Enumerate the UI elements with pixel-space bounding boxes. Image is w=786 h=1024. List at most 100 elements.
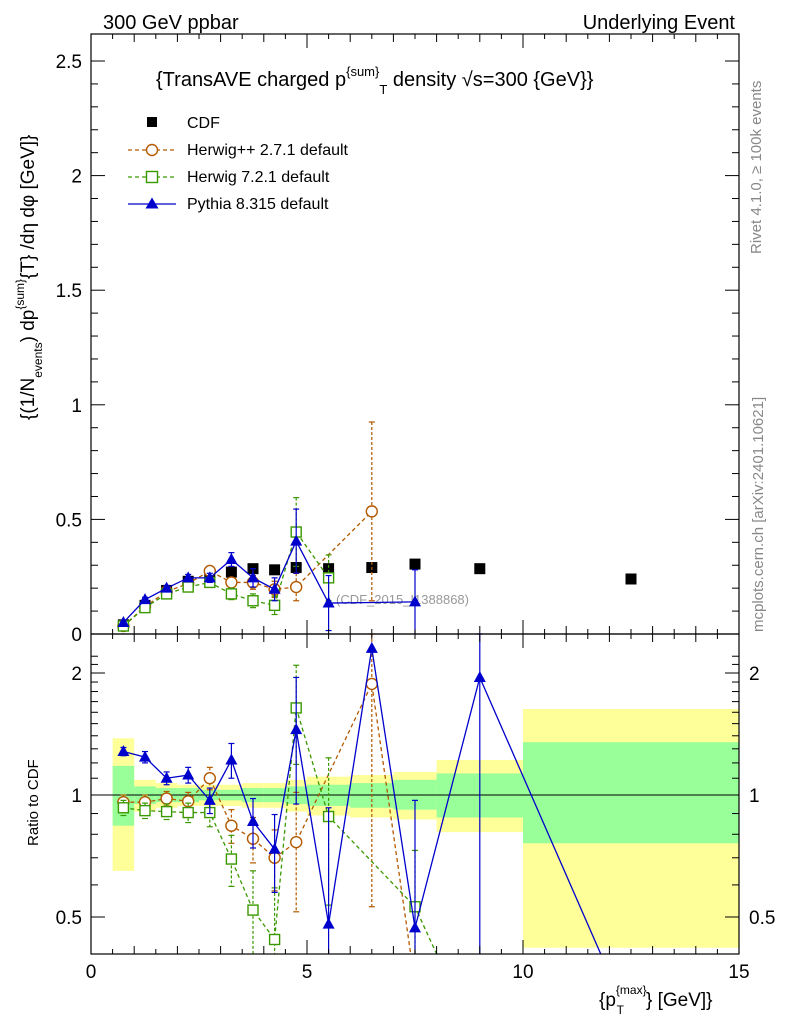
main-ytick-label: 2 — [71, 167, 82, 188]
ratio-herwig-7-2-1-default-line — [123, 707, 438, 955]
main-cdf-point — [225, 566, 237, 578]
main-cdf-point — [474, 563, 486, 575]
main-pythia-8-315-default-point — [225, 553, 238, 565]
main-marks — [117, 421, 637, 634]
legend-cdf-marker — [147, 117, 157, 127]
ratio-herwig-7-2-1-default-point — [139, 804, 151, 817]
ratio-herwig-2-7-1-default-point — [181, 795, 195, 808]
main-title-sup: {sum} — [346, 64, 380, 79]
ratio-pythia-8-315-default-point — [268, 842, 281, 854]
legend-herwig7-label: Herwig 7.2.1 default — [187, 169, 330, 186]
ratio-herwig-7-2-1-default-point — [117, 802, 130, 814]
ratio-pythia-8-315-default-point — [365, 641, 378, 653]
ratio-ytick-label-right: 1 — [749, 786, 760, 807]
ratio-ytick-label: 0.5 — [56, 908, 82, 929]
ratio-herwig-2-7-1-default-point — [225, 819, 238, 832]
main-watermark: (CDF_2015_I1388868) — [336, 592, 469, 607]
main-ytick-label: 2.5 — [56, 52, 82, 73]
ratio-ylabel: Ratio to CDF — [25, 759, 42, 846]
mcplots-label: mcplots.cern.ch [arXiv:2401.10621] — [750, 397, 767, 632]
ratio-band-green — [523, 742, 739, 844]
ratio-pythia-8-315-default-point — [322, 917, 335, 929]
main-ylabel-e: {T} /dη dφ [GeV]} — [18, 135, 39, 279]
main-ylabel-d: {sum} — [13, 279, 27, 310]
header-left: 300 GeV ppbar — [103, 12, 239, 34]
main-cdf-point — [409, 558, 421, 570]
legend-herwigpp-marker — [145, 143, 159, 157]
ratio-xtick-label: 5 — [302, 962, 313, 983]
ratio-herwig-2-7-1-default-point — [160, 792, 173, 805]
ratio-pythia-8-315-default-point — [203, 793, 216, 805]
main-ylabel-b: events — [31, 342, 45, 377]
main-title-start: {TransAVE charged p — [156, 69, 346, 91]
main-ylabel: {(1/Nevents) dp{sum}{T} /dη dφ [GeV]} — [13, 135, 45, 420]
ratio-xtick-label: 10 — [512, 962, 533, 983]
main-herwig-7-2-1-default-point — [225, 588, 238, 600]
ratio-xlabel-sup: {max} — [616, 983, 647, 997]
ratio-pythia-8-315-default-point — [409, 921, 421, 933]
main-ytick-label: 0.5 — [56, 510, 82, 531]
main-cdf-point — [323, 563, 335, 575]
ratio-pythia-8-315-default-point — [225, 753, 238, 765]
ratio-xlabel-a: {p — [599, 990, 616, 1011]
main-pythia-8-315-default-point — [322, 596, 335, 608]
ratio-ticks: 0.5 0.5 1 1 2 2 0 5 10 15 — [56, 634, 775, 983]
ratio-herwig-2-7-1-default-point — [203, 772, 217, 785]
main-title: {TransAVE charged p{sum} T density √s=300… — [156, 64, 594, 97]
main-panel: (CDF_2015_I1388868) 0 0.5 1 1.5 2 2.5 {TransA… — [13, 33, 740, 646]
main-ytick-label: 0 — [71, 625, 82, 646]
ratio-ytick-label-right: 0.5 — [749, 908, 775, 929]
ratio-xtick-label: 0 — [86, 962, 97, 983]
ratio-bands — [112, 709, 739, 948]
ratio-herwig-7-2-1-default-point — [268, 933, 281, 946]
main-cdf-point — [269, 564, 281, 576]
main-herwig-7-2-1-default-point — [247, 595, 259, 607]
main-ticks: 0 0.5 1 1.5 2 2.5 — [56, 34, 740, 646]
ratio-xtick-label: 15 — [728, 962, 749, 983]
rivet-label: Rivet 4.1.0, ≥ 100k events — [748, 81, 765, 254]
main-herwig-7-2-1-default-point — [182, 581, 194, 593]
main-pythia-8-315-default-point — [203, 571, 216, 583]
main-pythia-8-315-default-point — [409, 595, 421, 607]
main-pythia-8-315-default-point — [117, 616, 130, 628]
legend-pythia-marker — [145, 197, 159, 209]
main-herwig-2-7-1-default-point — [290, 580, 303, 594]
ratio-herwig-2-7-1-default-point — [365, 677, 378, 691]
main-herwig-7-2-1-default-point — [268, 599, 281, 612]
ratio-pythia-8-315-default-point — [139, 750, 151, 762]
main-herwig-2-7-1-default-line — [122, 510, 373, 627]
ratio-xlabel-sub: T — [617, 1003, 625, 1017]
ratio-herwig-7-2-1-default-point — [160, 805, 173, 818]
main-pythia-8-315-default-point — [290, 534, 303, 546]
ratio-pythia-8-315-default-point — [160, 771, 173, 783]
legend-pythia-label: Pythia 8.315 default — [187, 196, 329, 213]
ratio-xlabel-rest: } [GeV]} — [646, 990, 713, 1011]
main-pythia-8-315-default-point — [182, 571, 195, 583]
main-title-rest: density √s=300 {GeV}} — [387, 69, 593, 91]
ratio-ytick-label: 1 — [71, 786, 82, 807]
ratio-herwig-7-2-1-default-point — [182, 806, 194, 819]
ratio-pythia-8-315-default-line — [123, 648, 602, 955]
main-title-sub: T — [379, 82, 387, 97]
main-pythia-8-315-default-point — [247, 571, 259, 583]
main-ylabel-a: {(1/N — [18, 378, 39, 420]
ratio-pythia-8-315-default-point — [117, 745, 130, 757]
main-pythia-8-315-default-point — [139, 593, 151, 605]
main-herwig-2-7-1-default-point — [365, 505, 378, 518]
main-herwig-7-2-1-default-line — [122, 530, 330, 627]
ratio-marks — [117, 633, 602, 955]
ratio-pythia-8-315-default-point — [290, 723, 303, 735]
ratio-ytick-label-right: 2 — [749, 664, 760, 685]
main-cdf-point — [625, 573, 637, 585]
main-ytick-label: 1.5 — [56, 281, 82, 302]
legend-herwigpp-label: Herwig++ 2.7.1 default — [187, 142, 349, 159]
legend: CDF Herwig++ 2.7.1 default Herwig 7.2.1 … — [128, 115, 349, 213]
main-herwig-2-7-1-default-point — [225, 576, 238, 589]
ratio-ytick-label: 2 — [71, 664, 82, 685]
main-ylabel-c: ) dp — [18, 310, 39, 343]
header-right: Underlying Event — [583, 12, 736, 34]
ratio-pythia-8-315-default-point — [247, 815, 259, 827]
legend-herwig7-marker — [145, 170, 159, 184]
ratio-herwig-2-7-1-default-point — [290, 835, 303, 849]
